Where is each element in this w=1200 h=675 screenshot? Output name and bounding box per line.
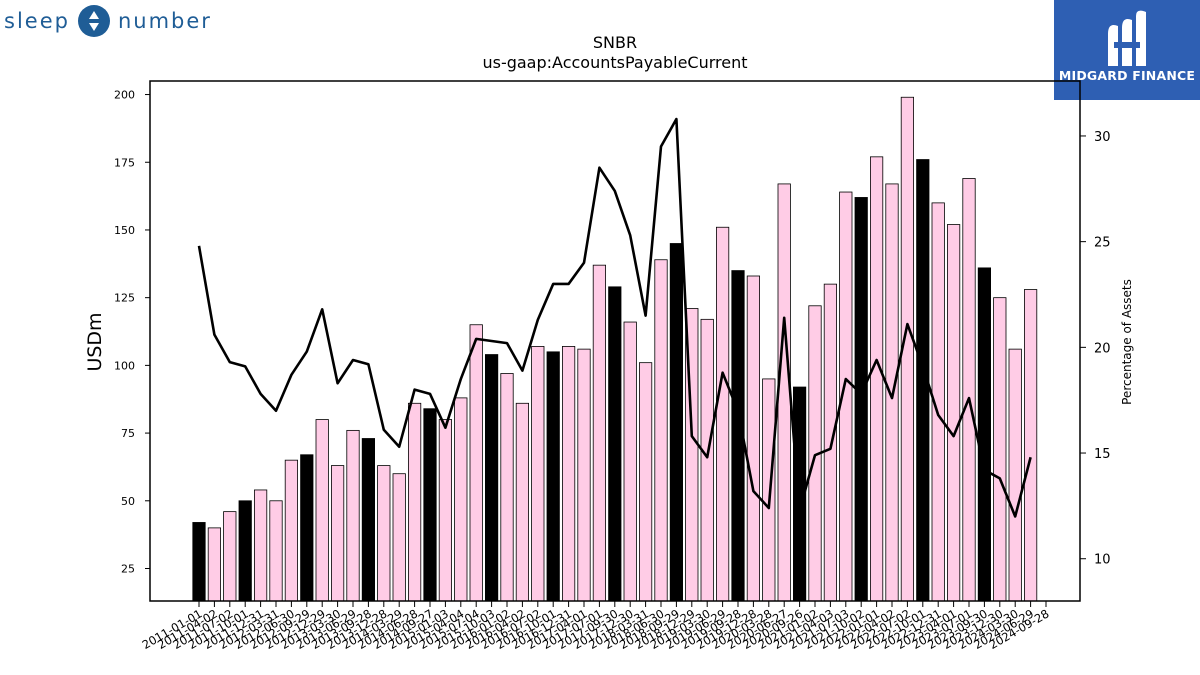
bar — [608, 286, 622, 602]
bar — [716, 226, 730, 602]
bar — [639, 362, 653, 602]
bar — [700, 318, 714, 602]
bar — [777, 183, 791, 602]
bar — [546, 351, 560, 602]
midgard-finance-badge: MIDGARD FINANCE — [1054, 0, 1200, 100]
y2-axis-label: Percentage of Assets — [1120, 279, 1134, 405]
bar — [484, 354, 499, 602]
chart-subtitle: us-gaap:AccountsPayableCurrent — [482, 53, 747, 72]
bar — [192, 522, 206, 602]
midgard-logo-icon — [1108, 10, 1146, 67]
bar — [1024, 289, 1038, 602]
bar — [300, 454, 314, 602]
bar — [238, 500, 252, 602]
company-logo: sleep number — [4, 3, 212, 39]
bar — [454, 397, 468, 602]
bar — [315, 419, 329, 602]
bar — [500, 373, 514, 602]
brand-name: MIDGARD FINANCE — [1058, 68, 1196, 83]
bar — [654, 259, 668, 602]
bar — [392, 473, 406, 602]
y-tick-label: 150 — [114, 224, 135, 237]
bar — [330, 465, 345, 602]
bar — [284, 459, 299, 602]
bar — [947, 224, 961, 602]
bar — [823, 283, 838, 602]
bar — [1008, 348, 1022, 602]
bar — [269, 500, 283, 602]
line-series — [197, 117, 1032, 518]
series-line-percentage-of-assets — [197, 117, 1032, 518]
y2-tick-label: 15 — [1094, 447, 1111, 462]
y-tick-label: 25 — [121, 563, 135, 576]
bar — [977, 267, 992, 602]
bar — [423, 408, 437, 602]
y-tick-label: 100 — [114, 359, 135, 372]
y-axis-label: USDm — [84, 312, 106, 371]
bar — [407, 402, 422, 602]
bar — [762, 378, 776, 602]
bar — [531, 346, 545, 602]
bar — [562, 346, 576, 602]
logo-text-left: sleep — [4, 9, 70, 33]
y2-tick-label: 10 — [1094, 553, 1111, 568]
bar — [223, 511, 237, 602]
y2-tick-label: 30 — [1094, 130, 1111, 145]
bar — [962, 178, 976, 602]
bar — [361, 438, 376, 602]
bar — [592, 264, 607, 602]
y-axis: 25 50 75 100 125 150 175 200 — [114, 89, 150, 576]
sleep-number-logo-icon — [77, 5, 110, 37]
bar — [207, 527, 221, 602]
bar — [746, 275, 761, 602]
y2-axis: 10 15 20 25 30 — [1080, 130, 1111, 568]
bar — [515, 402, 530, 602]
bar — [438, 419, 453, 602]
y-tick-label: 75 — [121, 427, 135, 440]
bar — [253, 489, 268, 602]
bar-series — [192, 96, 1038, 602]
bar — [346, 429, 360, 602]
logo-text-right: number — [117, 9, 212, 33]
y2-tick-label: 25 — [1094, 236, 1111, 251]
bar — [577, 348, 591, 602]
bar — [993, 297, 1007, 602]
y-tick-label: 200 — [114, 89, 135, 102]
bar — [469, 324, 483, 602]
y-tick-label: 175 — [114, 156, 135, 169]
bar — [854, 197, 868, 602]
bar — [870, 156, 884, 602]
x-axis: 2011-01-012011-04-022011-07-022011-10-01… — [140, 601, 1052, 652]
y-tick-label: 125 — [114, 292, 135, 305]
bar — [377, 465, 391, 602]
bar — [623, 321, 637, 602]
bar — [669, 243, 684, 602]
y2-tick-label: 20 — [1094, 341, 1111, 356]
chart-title: SNBR — [593, 33, 637, 52]
y-tick-label: 50 — [121, 495, 135, 508]
